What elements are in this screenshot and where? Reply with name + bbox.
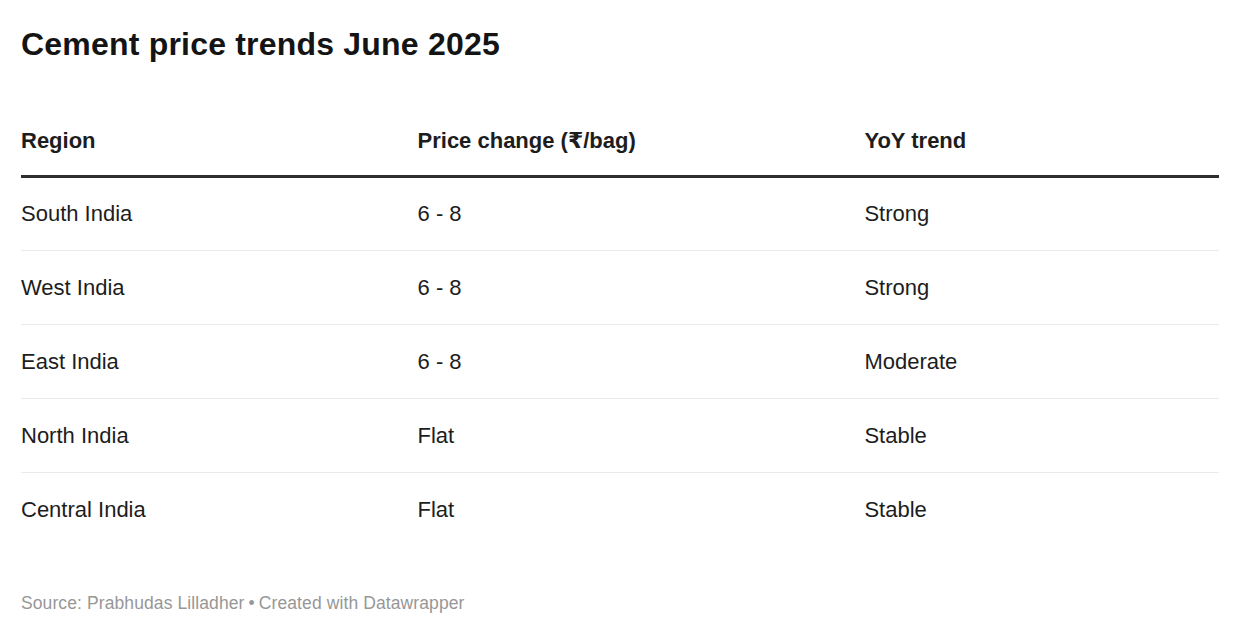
cell-yoy-trend: Strong xyxy=(864,177,1219,251)
cell-region: East India xyxy=(21,325,418,399)
table-header-row: Region Price change (₹/bag) YoY trend xyxy=(21,128,1219,177)
cell-region: North India xyxy=(21,399,418,473)
source-text: Source: Prabhudas Lilladher xyxy=(21,593,245,613)
table-row: South India 6 - 8 Strong xyxy=(21,177,1219,251)
table-row: North India Flat Stable xyxy=(21,399,1219,473)
column-header-region: Region xyxy=(21,128,418,177)
table-header: Region Price change (₹/bag) YoY trend xyxy=(21,128,1219,177)
cell-yoy-trend: Strong xyxy=(864,251,1219,325)
table-row: West India 6 - 8 Strong xyxy=(21,251,1219,325)
cell-yoy-trend: Moderate xyxy=(864,325,1219,399)
column-header-yoy-trend: YoY trend xyxy=(864,128,1219,177)
cell-region: Central India xyxy=(21,473,418,547)
cell-price-change: 6 - 8 xyxy=(418,251,865,325)
footer-separator: • xyxy=(245,593,259,613)
cell-yoy-trend: Stable xyxy=(864,399,1219,473)
table-row: East India 6 - 8 Moderate xyxy=(21,325,1219,399)
cell-price-change: Flat xyxy=(418,473,865,547)
cell-price-change: 6 - 8 xyxy=(418,177,865,251)
table-body: South India 6 - 8 Strong West India 6 - … xyxy=(21,177,1219,547)
cell-price-change: 6 - 8 xyxy=(418,325,865,399)
cell-yoy-trend: Stable xyxy=(864,473,1219,547)
datawrapper-attribution-link[interactable]: Created with Datawrapper xyxy=(259,593,465,613)
cell-region: West India xyxy=(21,251,418,325)
cell-region: South India xyxy=(21,177,418,251)
cell-price-change: Flat xyxy=(418,399,865,473)
footer-attribution: Source: Prabhudas Lilladher•Created with… xyxy=(21,593,1219,614)
data-table: Region Price change (₹/bag) YoY trend So… xyxy=(21,128,1219,547)
page-title: Cement price trends June 2025 xyxy=(21,24,1219,64)
table-row: Central India Flat Stable xyxy=(21,473,1219,547)
page-container: Cement price trends June 2025 Region Pri… xyxy=(0,0,1240,636)
column-header-price-change: Price change (₹/bag) xyxy=(418,128,865,177)
